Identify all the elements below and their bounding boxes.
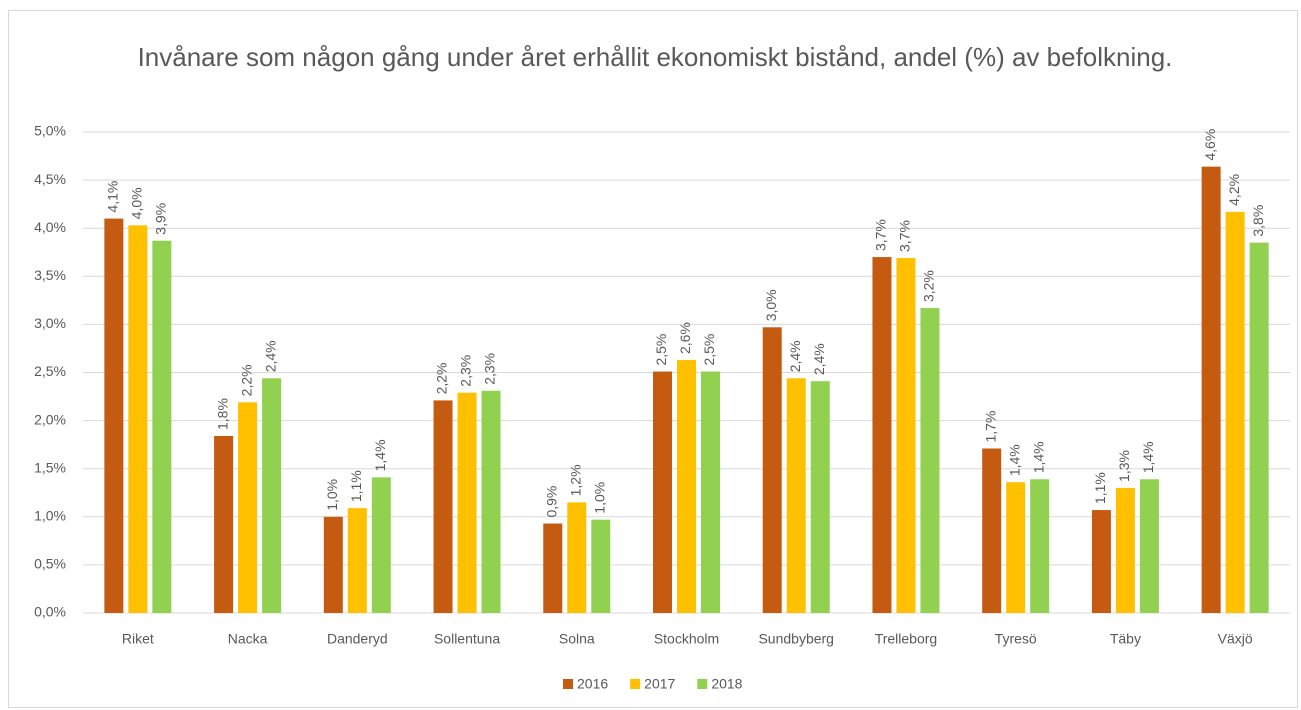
- data-label: 1,1%: [1092, 472, 1108, 504]
- bar: [323, 516, 343, 613]
- data-label: 3,7%: [873, 219, 889, 251]
- data-label: 2,4%: [787, 340, 803, 372]
- bar: [104, 218, 124, 613]
- bar: [262, 378, 282, 613]
- bar: [371, 477, 391, 613]
- bar: [1225, 211, 1245, 613]
- data-label: 2,4%: [262, 340, 278, 372]
- x-tick-label: Tyresö: [995, 631, 1037, 647]
- bar: [982, 448, 1002, 613]
- bar: [786, 378, 806, 613]
- bar: [920, 308, 940, 613]
- data-label: 3,0%: [763, 289, 779, 321]
- bar: [347, 508, 367, 613]
- legend-swatch: [563, 679, 573, 689]
- bar: [1249, 242, 1269, 613]
- x-tick-label: Riket: [122, 631, 154, 647]
- data-label: 2,2%: [434, 362, 450, 394]
- data-label: 1,4%: [1140, 441, 1156, 473]
- x-tick-label: Täby: [1110, 631, 1141, 647]
- legend-swatch: [697, 679, 708, 689]
- data-label: 3,8%: [1250, 205, 1266, 237]
- data-label: 1,8%: [214, 398, 230, 430]
- data-label: 2,6%: [677, 322, 693, 354]
- data-label: 3,7%: [897, 220, 913, 252]
- data-label: 4,6%: [1202, 129, 1218, 161]
- legend-label: 2018: [711, 676, 742, 692]
- y-tick-label: 0,0%: [34, 604, 66, 620]
- bar: [701, 371, 720, 613]
- data-label: 2,5%: [653, 334, 669, 366]
- bar: [810, 381, 830, 613]
- x-tick-label: Solna: [559, 631, 595, 647]
- data-label: 3,2%: [921, 270, 937, 302]
- data-label: 1,2%: [567, 464, 583, 496]
- data-label: 1,4%: [1030, 441, 1046, 473]
- bar: [433, 400, 453, 613]
- bar: [1006, 482, 1026, 613]
- bar: [1201, 166, 1221, 613]
- y-tick-label: 1,0%: [34, 508, 66, 524]
- data-label: 1,0%: [324, 479, 340, 511]
- x-tick-label: Danderyd: [327, 631, 388, 647]
- data-label: 0,9%: [543, 486, 559, 518]
- x-tick-label: Växjö: [1218, 631, 1253, 647]
- y-tick-label: 2,0%: [34, 411, 66, 427]
- bar: [1139, 479, 1159, 613]
- x-tick-label: Trelleborg: [875, 631, 938, 647]
- data-label: 1,4%: [1006, 444, 1022, 476]
- bar: [152, 240, 172, 613]
- x-tick-label: Sundbyberg: [758, 631, 834, 647]
- legend-swatch: [630, 679, 641, 689]
- data-label: 4,1%: [105, 181, 121, 213]
- data-label: 2,5%: [701, 334, 717, 366]
- data-label: 2,3%: [458, 355, 474, 387]
- y-tick-label: 4,5%: [34, 171, 66, 187]
- bar: [481, 390, 501, 613]
- bar: [653, 371, 672, 613]
- data-label: 1,1%: [348, 470, 364, 502]
- bar: [543, 523, 563, 613]
- bar: [896, 258, 916, 613]
- y-tick-label: 4,0%: [34, 219, 66, 235]
- bar: [457, 392, 477, 613]
- x-tick-label: Sollentuna: [434, 631, 500, 647]
- x-tick-label: Nacka: [228, 631, 268, 647]
- bar: [238, 402, 258, 613]
- data-label: 2,4%: [811, 343, 827, 375]
- data-label: 4,0%: [129, 187, 145, 219]
- legend-label: 2017: [644, 676, 675, 692]
- y-tick-label: 2,5%: [34, 363, 66, 379]
- x-tick-label: Stockholm: [654, 631, 719, 647]
- bar: [677, 359, 696, 613]
- data-label: 2,2%: [238, 364, 254, 396]
- y-tick-label: 3,5%: [34, 267, 66, 283]
- data-label: 1,7%: [982, 411, 998, 443]
- bar: [567, 502, 587, 613]
- y-tick-label: 0,5%: [34, 556, 66, 572]
- data-label: 2,3%: [482, 353, 498, 385]
- bar: [128, 225, 148, 613]
- data-label: 1,4%: [372, 439, 388, 471]
- bar: [762, 327, 782, 613]
- y-tick-label: 3,0%: [34, 315, 66, 331]
- chart-title: Invånare som någon gång under året erhål…: [137, 42, 1173, 72]
- bar: [591, 519, 611, 613]
- y-tick-label: 5,0%: [34, 123, 66, 139]
- y-tick-label: 1,5%: [34, 459, 66, 475]
- data-label: 3,9%: [153, 203, 169, 235]
- data-label: 4,2%: [1226, 174, 1242, 206]
- data-label: 1,0%: [591, 482, 607, 514]
- bar: [1030, 479, 1050, 613]
- bar: [214, 435, 234, 613]
- data-label: 1,3%: [1116, 450, 1132, 482]
- bar: [1091, 510, 1111, 613]
- chart-frame: [8, 10, 1298, 708]
- bar: [872, 257, 892, 613]
- legend-label: 2016: [577, 676, 608, 692]
- bar: [1115, 487, 1135, 613]
